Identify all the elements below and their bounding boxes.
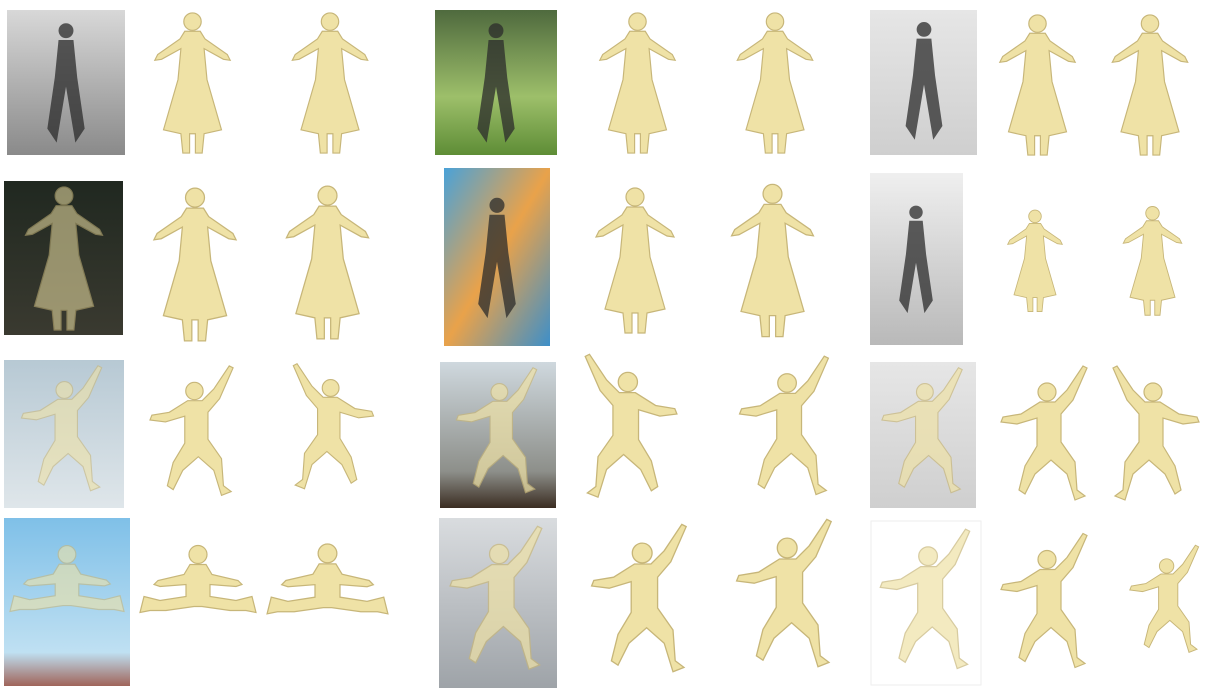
row-4 [4,518,1200,688]
mesh-back [1129,544,1200,654]
mesh-front [590,523,687,673]
mesh-front [595,187,675,334]
row-3 [4,353,1200,508]
mesh-front [1000,532,1088,669]
mesh-front [153,187,237,342]
mesh-back [1122,205,1183,316]
mesh-front [584,353,678,498]
mesh-back [291,12,369,154]
mesh-front [999,14,1076,156]
mesh-front [1007,209,1063,313]
row-2 [4,168,1183,346]
row-1 [7,10,1189,156]
mesh-back [735,518,832,668]
mesh-back [1112,365,1200,501]
mesh-back [730,183,815,338]
mesh-back [266,543,389,615]
mesh-front [1000,365,1088,501]
mesh-front [139,544,257,614]
mesh-back [1111,14,1189,156]
mesh-front [154,12,231,154]
mesh-back [736,12,814,154]
mesh-back [738,355,830,496]
mesh-front [599,12,676,154]
mesh-back [292,363,375,490]
mesh-back [285,185,370,340]
mesh-front [149,365,234,497]
